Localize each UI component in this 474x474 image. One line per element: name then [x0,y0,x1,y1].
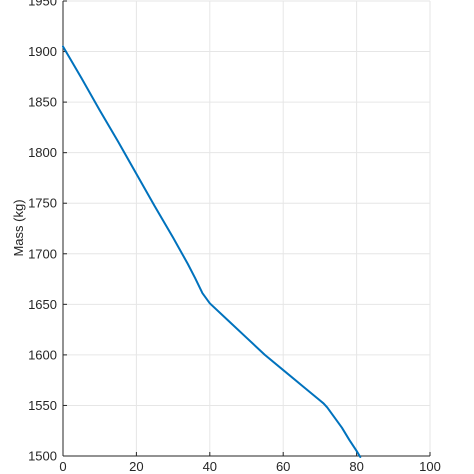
x-tick-label-1: 20 [129,459,143,474]
series-layer [62,45,362,459]
y-tick-label-0: 1500 [28,449,57,464]
x-tick-label-0: 0 [59,459,66,474]
grid-layer [62,0,431,457]
y-tick-label-2: 1600 [28,347,57,362]
series-line-0 [62,45,362,459]
axes-layer: 0 20 40 60 80 100 1500 1550 1600 1650 1700 1750 1800… [28,0,441,474]
x-tick-label-4: 80 [349,459,363,474]
x-tick-label-2: 40 [203,459,217,474]
y-tick-label-1: 1550 [28,398,57,413]
labels-layer: Mass (kg) [11,199,26,256]
x-tick-label-5: 100 [419,459,441,474]
y-axis-label: Mass (kg) [11,199,26,256]
y-tick-label-3: 1650 [28,297,57,312]
y-tick-label-7: 1850 [28,95,57,110]
y-tick-label-4: 1700 [28,246,57,261]
y-tick-label-6: 1800 [28,145,57,160]
y-tick-label-8: 1900 [28,44,57,59]
y-tick-label-5: 1750 [28,196,57,211]
y-tick-label-9: 1950 [28,0,57,9]
x-tick-label-3: 60 [276,459,290,474]
